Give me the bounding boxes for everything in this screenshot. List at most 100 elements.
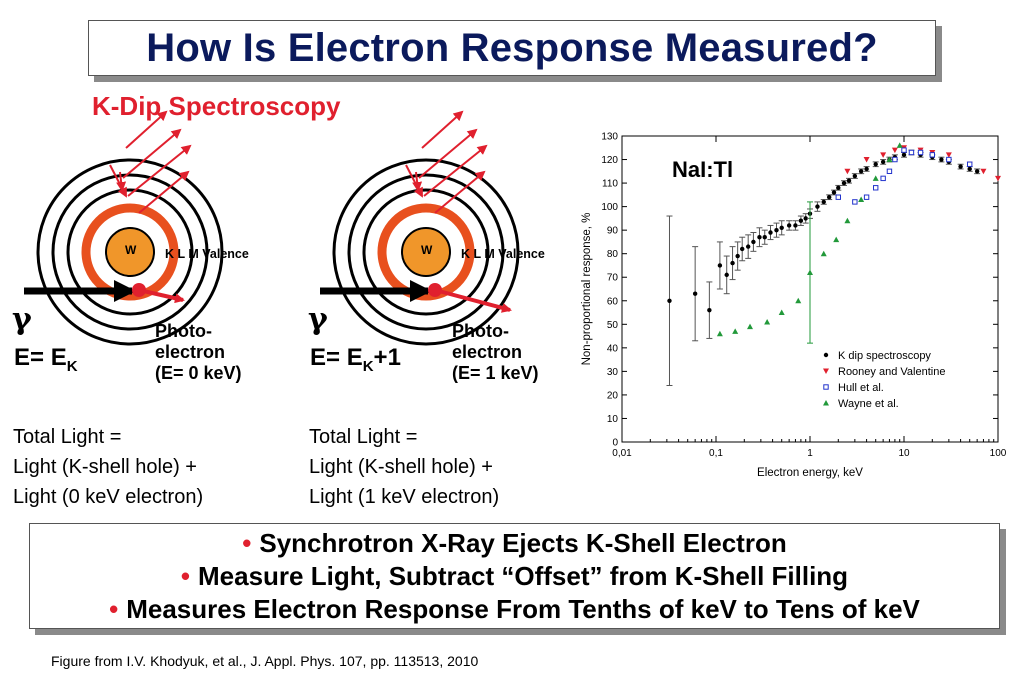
x-tick-label: 10 bbox=[898, 448, 910, 459]
data-point bbox=[764, 318, 771, 325]
gamma-left: γ bbox=[12, 302, 32, 337]
data-point bbox=[896, 142, 903, 148]
bullet-2: • Measure Light, Subtract “Offset” from K… bbox=[180, 560, 849, 591]
x-tick-label: 1 bbox=[807, 448, 813, 459]
incoming-rays-right bbox=[405, 110, 488, 214]
data-point bbox=[939, 157, 944, 162]
incoming-rays-left bbox=[109, 110, 192, 214]
data-point bbox=[886, 168, 893, 175]
data-point bbox=[762, 235, 767, 240]
legend-marker bbox=[823, 368, 829, 374]
data-point bbox=[732, 328, 739, 334]
title-box: How Is Electron Response Measured? bbox=[88, 20, 936, 76]
data-point bbox=[778, 309, 785, 316]
atom-diagrams bbox=[24, 110, 520, 346]
y-tick-label: 0 bbox=[612, 438, 618, 449]
data-point bbox=[747, 323, 754, 330]
y-tick-label: 20 bbox=[607, 390, 619, 401]
y-tick-label: 100 bbox=[601, 202, 618, 213]
legend-marker bbox=[823, 400, 829, 406]
slide-title: How Is Electron Response Measured? bbox=[146, 25, 878, 70]
data-point bbox=[740, 246, 745, 252]
energy-right: E= EK+1 bbox=[310, 344, 401, 375]
subtitle: K-Dip Spectroscopy bbox=[92, 91, 341, 121]
data-point bbox=[858, 196, 865, 203]
data-point bbox=[786, 223, 792, 228]
data-point bbox=[757, 235, 762, 240]
data-point bbox=[863, 194, 870, 200]
data-point bbox=[901, 152, 907, 158]
data-point bbox=[798, 218, 804, 223]
data-point bbox=[745, 244, 751, 249]
y-tick-label: 50 bbox=[607, 320, 619, 331]
x-tick-label: 0,01 bbox=[612, 448, 632, 459]
data-point bbox=[793, 223, 798, 228]
legend-marker bbox=[823, 352, 829, 358]
data-point bbox=[873, 162, 878, 167]
nucleus-label-left: W bbox=[125, 243, 137, 257]
data-point bbox=[863, 157, 870, 163]
data-point bbox=[844, 168, 851, 175]
data-point bbox=[833, 236, 840, 243]
data-point bbox=[724, 272, 729, 278]
data-point bbox=[995, 175, 1001, 182]
y-tick-label: 110 bbox=[602, 179, 618, 190]
atom-left bbox=[24, 110, 224, 346]
legend-label: K dip spectroscopy bbox=[838, 350, 931, 362]
shell-labels-right: K L M Valence bbox=[461, 247, 545, 261]
data-point bbox=[692, 291, 698, 296]
data-point bbox=[815, 204, 820, 209]
data-point bbox=[667, 298, 672, 303]
total-light-left: Total Light = Light (K-shell hole) + Lig… bbox=[13, 426, 204, 508]
y-axis-label: Non-proportional response, % bbox=[581, 213, 593, 366]
legend-marker bbox=[823, 384, 829, 390]
data-point bbox=[831, 190, 837, 195]
data-point bbox=[892, 156, 898, 163]
data-point bbox=[803, 216, 808, 221]
data-point bbox=[707, 307, 712, 313]
data-point bbox=[774, 227, 779, 233]
data-point bbox=[735, 253, 740, 259]
data-point bbox=[826, 195, 832, 200]
data-point bbox=[946, 156, 952, 163]
gamma-right: γ bbox=[308, 302, 328, 337]
data-point bbox=[844, 217, 851, 224]
legend-label: Wayne et al. bbox=[838, 398, 899, 410]
data-point bbox=[880, 159, 886, 165]
data-point bbox=[974, 169, 980, 174]
data-point bbox=[835, 194, 841, 200]
data-point bbox=[967, 166, 972, 172]
data-point bbox=[768, 230, 773, 235]
bullet-3: • Measures Electron Response From Tenths … bbox=[109, 593, 920, 624]
data-point bbox=[820, 250, 827, 257]
bullet-1: • Synchrotron X-Ray Ejects K-Shell Electr… bbox=[242, 527, 787, 558]
y-tick-label: 70 bbox=[607, 273, 619, 284]
y-tick-label: 120 bbox=[601, 155, 618, 166]
data-point bbox=[716, 330, 723, 337]
x-tick-label: 100 bbox=[990, 448, 1007, 459]
y-tick-label: 10 bbox=[607, 414, 619, 425]
energy-left: E= EK bbox=[14, 344, 78, 375]
data-point bbox=[717, 263, 723, 268]
data-point bbox=[917, 149, 924, 156]
data-point bbox=[821, 199, 826, 205]
x-tick-label: 0,1 bbox=[709, 448, 723, 459]
data-point bbox=[908, 149, 915, 156]
nucleus-label-right: W bbox=[421, 243, 433, 257]
total-light-right: Total Light = Light (K-shell hole) + Lig… bbox=[309, 426, 500, 508]
data-point bbox=[751, 239, 756, 245]
data-point bbox=[846, 178, 852, 183]
data-point bbox=[858, 169, 864, 174]
data-point bbox=[929, 152, 935, 158]
photoelectron-left: Photo- electron (E= 0 keV) bbox=[155, 321, 242, 383]
y-tick-label: 40 bbox=[607, 343, 619, 354]
data-point bbox=[841, 180, 847, 186]
data-point bbox=[880, 175, 886, 182]
data-point bbox=[958, 164, 963, 169]
photoelectron-right: Photo- electron (E= 1 keV) bbox=[452, 321, 539, 383]
bullet-box: • Synchrotron X-Ray Ejects K-Shell Electr… bbox=[29, 523, 1000, 629]
data-point bbox=[891, 147, 898, 154]
data-point bbox=[807, 269, 813, 276]
data-point bbox=[836, 185, 841, 190]
